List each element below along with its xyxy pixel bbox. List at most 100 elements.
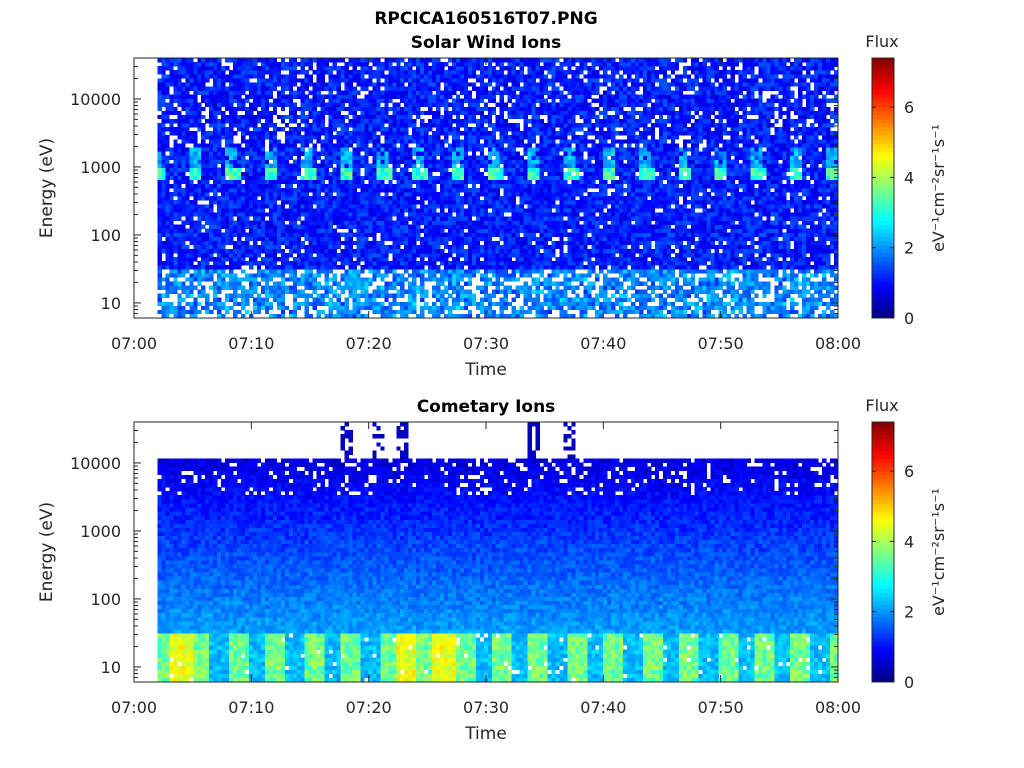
heatmap-cell — [237, 285, 242, 290]
heatmap-cell — [451, 232, 457, 238]
heatmap-cell — [475, 143, 481, 148]
heatmap-cell — [320, 147, 325, 152]
heatmap-cell — [364, 313, 369, 319]
heatmap-cell — [320, 143, 325, 148]
heatmap-cell — [495, 58, 501, 63]
heatmap-cell — [459, 167, 465, 173]
heatmap-cell — [348, 110, 353, 116]
heatmap-cell — [447, 293, 453, 298]
heatmap-cell — [233, 167, 238, 173]
heatmap-cell — [372, 232, 377, 238]
heatmap-cell — [316, 179, 321, 185]
heatmap-cell — [463, 127, 469, 132]
heatmap-cell — [213, 192, 218, 197]
heatmap-cell — [380, 70, 385, 75]
heatmap-cell — [471, 196, 477, 201]
heatmap-cell — [428, 118, 433, 124]
heatmap-cell — [233, 200, 238, 205]
heatmap-cell — [284, 269, 290, 274]
heatmap-cell — [201, 94, 206, 99]
heatmap-cell — [296, 224, 302, 229]
heatmap-cell — [304, 114, 309, 120]
heatmap-cell — [280, 261, 286, 266]
heatmap-cell — [380, 94, 385, 99]
heatmap-cell — [408, 151, 413, 156]
heatmap-cell — [177, 98, 182, 103]
heatmap-cell — [360, 212, 365, 217]
heatmap-cell — [495, 240, 501, 246]
heatmap-cell — [396, 66, 401, 71]
heatmap-cell — [503, 90, 508, 95]
heatmap-cell — [296, 305, 302, 311]
heatmap-cell — [237, 127, 242, 132]
heatmap-cell — [499, 82, 504, 87]
heatmap-cell — [336, 74, 341, 79]
heatmap-cell — [328, 253, 333, 258]
heatmap-cell — [252, 82, 258, 87]
heatmap-cell — [169, 106, 174, 112]
heatmap-cell — [268, 244, 274, 250]
heatmap-cell — [455, 110, 461, 116]
heatmap-cell — [245, 167, 250, 173]
heatmap-cell — [447, 208, 453, 213]
heatmap-cell — [459, 74, 465, 79]
heatmap-cell — [336, 151, 341, 156]
heatmap-cell — [463, 139, 469, 144]
heatmap-cell — [328, 98, 333, 103]
heatmap-cell — [384, 257, 389, 262]
heatmap-cell — [185, 70, 190, 75]
heatmap-cell — [364, 118, 369, 124]
heatmap-cell — [280, 102, 286, 108]
heatmap-cell — [436, 131, 441, 136]
heatmap-cell — [495, 163, 501, 168]
heatmap-cell — [189, 192, 194, 197]
heatmap-cell — [479, 175, 485, 181]
heatmap-cell — [412, 118, 417, 124]
heatmap-cell — [229, 216, 234, 221]
heatmap-cell — [372, 261, 377, 266]
heatmap-cell — [352, 62, 357, 67]
heatmap-cell — [260, 151, 266, 156]
heatmap-cell — [308, 244, 313, 250]
heatmap-cell — [432, 301, 437, 307]
heatmap-cell — [340, 74, 345, 79]
heatmap-cell — [368, 90, 373, 95]
heatmap-cell — [424, 305, 429, 311]
heatmap-cell — [260, 147, 266, 152]
heatmap-cell — [264, 236, 270, 242]
heatmap-cell — [463, 131, 469, 136]
heatmap-cell — [404, 131, 409, 136]
heatmap-cell — [161, 188, 166, 193]
heatmap-cell — [408, 183, 413, 189]
heatmap-cell — [463, 313, 469, 319]
heatmap-cell — [491, 179, 497, 185]
heatmap-cell — [340, 273, 345, 278]
heatmap-cell — [447, 273, 453, 278]
heatmap-cell — [308, 188, 313, 193]
heatmap-cell — [284, 200, 290, 205]
heatmap-cell — [332, 232, 337, 238]
heatmap-cell — [348, 204, 353, 209]
heatmap-cell — [161, 86, 166, 91]
heatmap-cell — [388, 139, 393, 144]
heatmap-cell — [157, 114, 162, 120]
heatmap-cell — [169, 305, 174, 311]
heatmap-cell — [507, 139, 512, 144]
heatmap-cell — [324, 293, 329, 298]
heatmap-cell — [264, 167, 270, 173]
heatmap-cell — [252, 301, 258, 307]
heatmap-cell — [420, 143, 425, 148]
heatmap-cell — [372, 131, 377, 136]
heatmap-cell — [201, 188, 206, 193]
heatmap-cell — [392, 74, 397, 79]
heatmap-cell — [205, 58, 210, 63]
heatmap-cell — [428, 216, 433, 221]
heatmap-cell — [165, 106, 170, 112]
heatmap-cell — [280, 143, 286, 148]
heatmap-cell — [432, 62, 437, 67]
heatmap-cell — [495, 281, 501, 286]
heatmap-cell — [185, 114, 190, 120]
heatmap-cell — [181, 297, 186, 303]
heatmap-cell — [364, 200, 369, 205]
heatmap-cell — [221, 236, 226, 242]
